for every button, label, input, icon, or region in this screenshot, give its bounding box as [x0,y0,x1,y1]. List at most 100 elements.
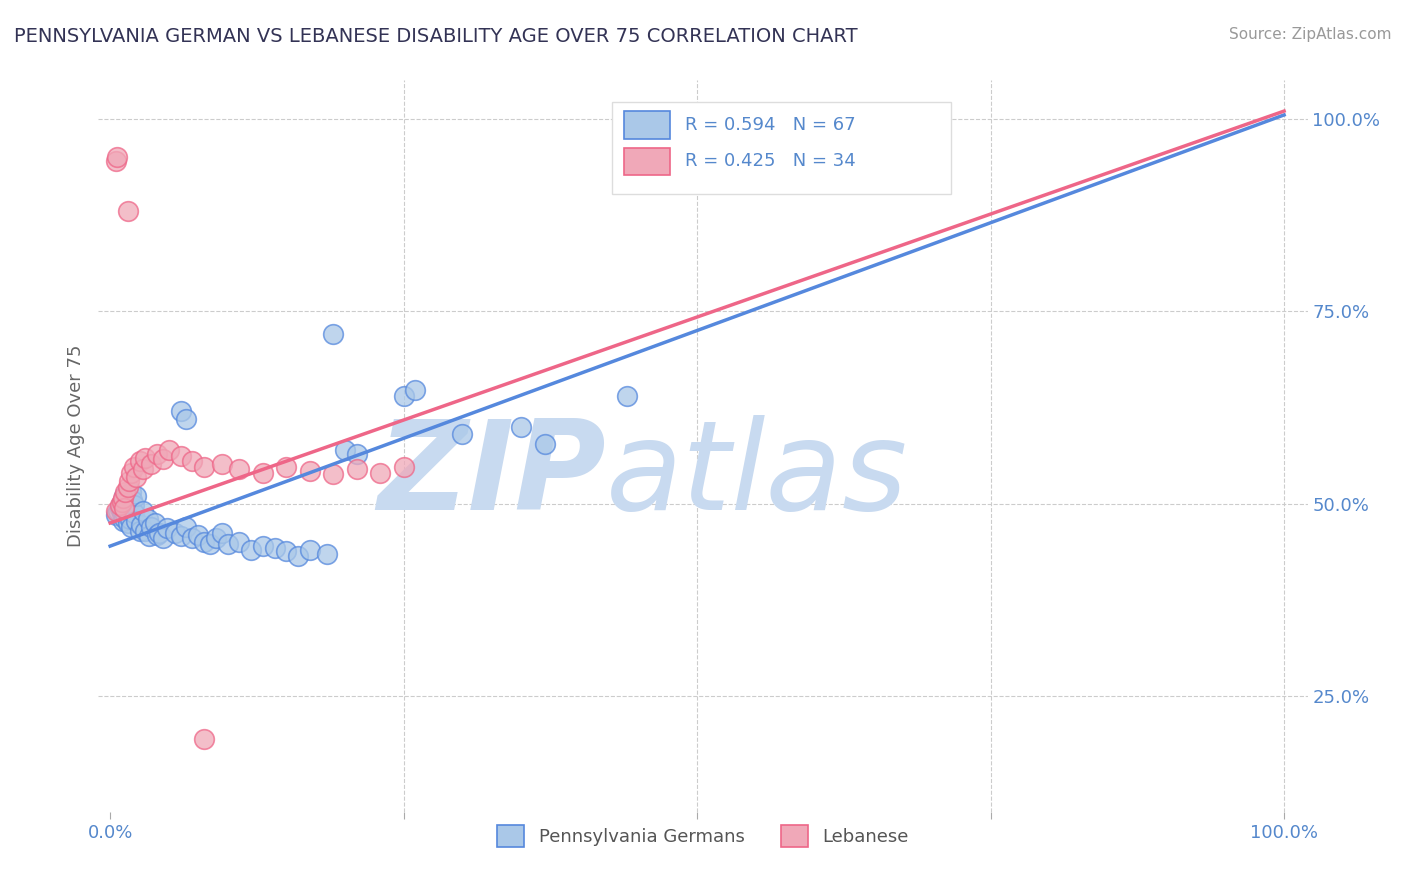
Point [451,427,474,442]
Point [143,516,166,530]
Point [510,419,533,434]
Point [107,504,129,518]
Point [117,480,139,494]
Point [228,462,250,476]
Point [193,731,215,746]
Point [112,489,135,503]
Point [105,504,128,518]
Point [169,404,191,418]
Point [129,518,152,533]
Point [176,412,198,426]
Text: R = 0.425   N = 34: R = 0.425 N = 34 [685,153,856,170]
Point [193,535,215,549]
Point [121,492,143,507]
Point [193,459,215,474]
Point [118,474,141,488]
Point [392,459,415,474]
Point [181,454,204,468]
Point [263,541,285,556]
Point [120,466,142,480]
Point [117,204,139,219]
Text: PENNSYLVANIA GERMAN VS LEBANESE DISABILITY AGE OVER 75 CORRELATION CHART: PENNSYLVANIA GERMAN VS LEBANESE DISABILI… [14,27,858,45]
Point [138,529,160,543]
Point [136,512,159,526]
Point [211,457,233,471]
Point [298,543,321,558]
Point [117,516,139,530]
Text: atlas: atlas [606,415,908,536]
Point [316,547,339,561]
Point [111,506,134,520]
Point [169,529,191,543]
Point [122,498,145,512]
Point [120,512,142,526]
Y-axis label: Disability Age Over 75: Disability Age Over 75 [66,344,84,548]
Point [125,514,148,528]
Point [163,526,186,541]
Point [112,492,135,507]
Point [128,454,150,468]
FancyBboxPatch shape [624,111,671,139]
Point [155,521,177,535]
Text: Source: ZipAtlas.com: Source: ZipAtlas.com [1229,27,1392,42]
Point [148,526,170,541]
Point [157,442,180,457]
Point [276,544,298,558]
Point [120,485,142,500]
Point [120,520,142,534]
Point [132,504,155,518]
Point [276,459,298,474]
Point [111,503,134,517]
Point [152,532,174,546]
Point [117,495,139,509]
Point [152,452,174,467]
Point [105,154,128,169]
Point [198,537,221,551]
Point [146,447,169,461]
Point [533,436,555,450]
Point [252,539,274,553]
Point [105,150,128,164]
Point [115,498,138,512]
Point [333,442,356,457]
Point [122,459,145,474]
Point [287,549,309,563]
Point [228,535,250,549]
Point [211,526,233,541]
Point [114,485,136,500]
Point [146,527,169,541]
Point [169,449,191,463]
FancyBboxPatch shape [624,147,671,176]
Point [134,450,156,465]
Point [114,507,136,521]
Point [392,389,415,403]
Point [346,447,368,461]
Point [132,462,155,476]
Point [134,524,156,538]
Point [322,467,344,482]
Point [110,497,132,511]
Point [298,464,321,478]
Point [108,500,131,515]
Point [105,508,128,523]
Point [128,524,150,538]
Point [322,327,344,342]
Point [112,514,135,528]
Point [122,506,145,520]
Legend: Pennsylvania Germans, Lebanese: Pennsylvania Germans, Lebanese [491,817,915,854]
Text: ZIP: ZIP [378,415,606,536]
Point [217,537,239,551]
FancyBboxPatch shape [613,103,950,194]
Point [187,527,209,541]
Point [112,510,135,524]
Point [204,532,226,546]
Point [111,495,134,509]
Point [368,466,391,480]
Point [125,470,148,484]
Point [346,462,368,476]
Point [176,520,198,534]
Point [114,502,136,516]
Point [108,498,131,512]
Text: R = 0.594   N = 67: R = 0.594 N = 67 [685,116,855,134]
Point [112,491,135,505]
